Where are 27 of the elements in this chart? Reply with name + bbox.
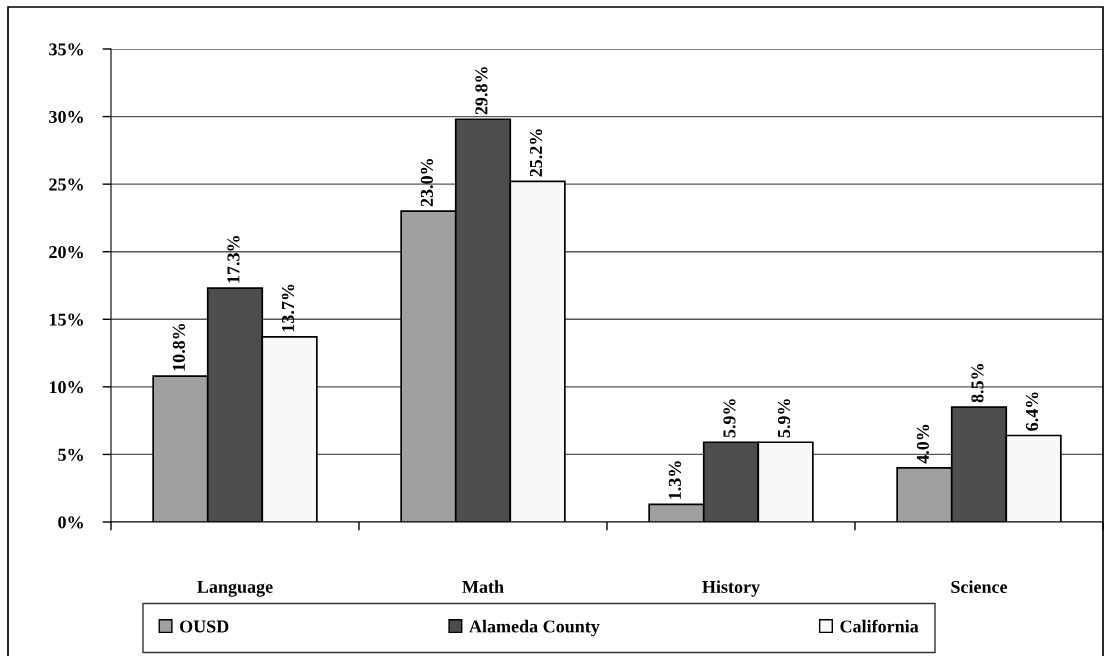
data-label: 13.7% [281, 284, 295, 332]
x-tick-label: Science [951, 580, 1008, 594]
y-tick-label: 35% [49, 43, 83, 56]
data-label: 1.3% [668, 461, 682, 499]
data-label: 17.3% [227, 236, 240, 283]
y-tick-label: 25% [49, 178, 83, 191]
y-tick-label: 20% [49, 245, 83, 259]
y-tick-label: 30% [49, 110, 83, 124]
legend-label: OUSD [179, 620, 229, 633]
legend-label: California [840, 619, 919, 633]
x-tick-label: Language [197, 580, 273, 597]
data-label: 23.0% [420, 159, 434, 207]
data-label: 25.2% [529, 129, 543, 177]
data-label: 5.9% [777, 399, 791, 438]
y-tick-label: 0% [58, 516, 83, 529]
y-tick-label: 15% [49, 313, 83, 326]
x-tick-label: Math [462, 580, 504, 594]
data-label: 8.5% [971, 364, 984, 403]
data-label: 29.8% [475, 67, 488, 115]
data-label: 10.8% [172, 323, 186, 371]
data-label: 5.9% [723, 399, 736, 438]
data-label: 6.4% [1025, 392, 1039, 431]
x-tick-label: History [702, 580, 760, 597]
data-label: 4.0% [916, 424, 930, 464]
legend-label: Alameda County [469, 619, 600, 637]
y-tick-label: 10% [49, 381, 83, 394]
y-tick-label: 5% [58, 448, 83, 461]
